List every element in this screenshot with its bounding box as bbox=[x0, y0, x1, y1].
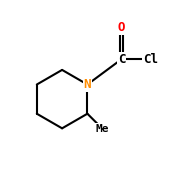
Text: C: C bbox=[118, 53, 125, 66]
Text: N: N bbox=[84, 78, 91, 91]
Text: Me: Me bbox=[96, 124, 109, 134]
Text: O: O bbox=[118, 21, 125, 34]
Text: Cl: Cl bbox=[143, 53, 158, 66]
